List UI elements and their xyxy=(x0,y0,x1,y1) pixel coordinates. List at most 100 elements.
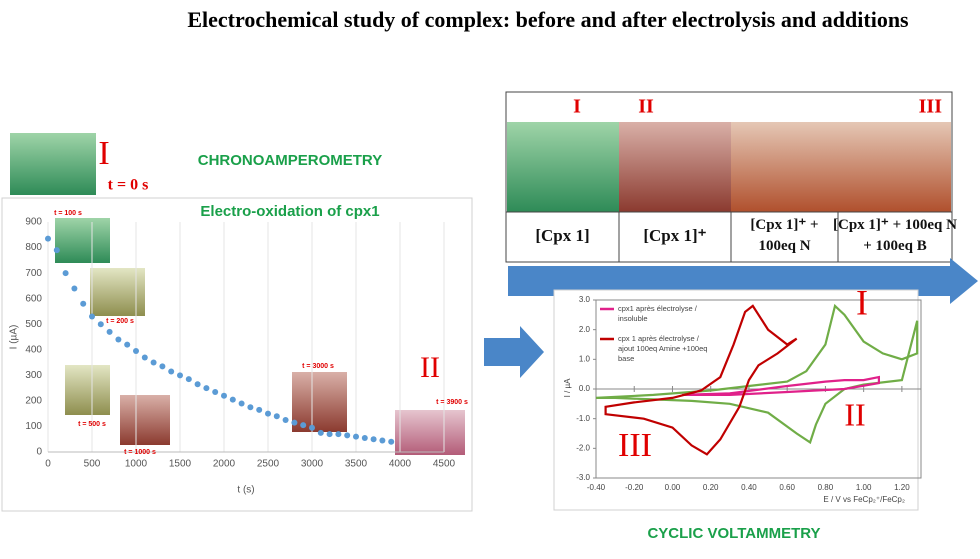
photo xyxy=(619,122,731,212)
legend-label: cpx 1 après électrolyse / ajout 100eq Ami… xyxy=(618,334,707,363)
point xyxy=(379,437,386,444)
point xyxy=(45,235,51,242)
x-tick-label: 500 xyxy=(84,459,101,470)
photo xyxy=(395,410,465,455)
roman-numeral: I xyxy=(856,282,868,322)
photo-label: t = 100 s xyxy=(54,210,82,217)
y-tick-label: 1.0 xyxy=(579,354,591,363)
point xyxy=(291,419,298,426)
photo xyxy=(120,395,170,445)
point xyxy=(177,372,183,379)
point xyxy=(282,417,289,424)
chart-heading: CHRONOAMPEROMETRY xyxy=(198,152,382,169)
figure-title: Electrochemical study of complex: before… xyxy=(187,7,909,32)
roman-numeral: I xyxy=(98,135,109,172)
point xyxy=(388,438,395,445)
y-tick-label: 100 xyxy=(25,421,42,432)
y-tick-label: -2.0 xyxy=(576,443,590,452)
column-label: [Cpx 1]⁺ +100eq N xyxy=(750,217,818,254)
point xyxy=(124,341,131,348)
point xyxy=(97,321,104,328)
point xyxy=(203,385,210,392)
x-tick-label: 1.20 xyxy=(894,483,910,492)
y-tick-label: 200 xyxy=(25,396,42,407)
series-line xyxy=(604,304,798,456)
point xyxy=(221,392,227,399)
point xyxy=(71,285,78,292)
y-tick-label: 0 xyxy=(36,447,42,458)
y-tick-label: 400 xyxy=(25,344,42,355)
point xyxy=(168,368,175,375)
photo-label: t = 3000 s xyxy=(302,363,334,370)
point xyxy=(212,388,219,395)
chart-frame xyxy=(553,289,919,511)
point xyxy=(256,406,263,413)
x-tick-label: 3500 xyxy=(345,459,368,470)
y-tick-label: -3.0 xyxy=(576,473,590,482)
legend-label: cpx1 après électrolyse / insoluble xyxy=(618,304,698,323)
column-label: [Cpx 1]⁺ xyxy=(643,226,706,245)
point xyxy=(353,433,359,440)
x-tick-label: 4500 xyxy=(433,459,456,470)
x-tick-label: 0.80 xyxy=(818,483,834,492)
roman-numeral: I xyxy=(573,96,581,118)
point xyxy=(89,313,95,320)
point xyxy=(194,381,201,388)
point xyxy=(265,410,271,417)
photo xyxy=(731,122,838,212)
chart-title: Electro-oxidation of cpx1 xyxy=(200,203,379,220)
chart-heading: CYCLIC VOLTAMMETRY xyxy=(647,525,820,542)
column-label: [Cpx 1]⁺ + 100eq N + 100eq B xyxy=(833,217,957,254)
y-tick-label: 3.0 xyxy=(579,295,591,304)
x-tick-label: 0.60 xyxy=(779,483,795,492)
series-line xyxy=(681,375,880,396)
x-tick-label: 4000 xyxy=(389,459,412,470)
roman-numeral: II xyxy=(844,396,865,432)
x-tick-label: 0.40 xyxy=(741,483,757,492)
photo xyxy=(292,372,347,432)
point xyxy=(115,336,122,343)
point xyxy=(247,404,254,411)
point xyxy=(229,396,236,403)
y-tick-label: 800 xyxy=(25,242,42,253)
point xyxy=(159,363,166,370)
series-line xyxy=(595,303,919,445)
y-tick-label: 2.0 xyxy=(579,325,591,334)
y-axis-label: I (µA) xyxy=(9,325,20,350)
x-tick-label: 2000 xyxy=(213,459,236,470)
photo xyxy=(838,122,951,212)
point xyxy=(300,422,307,429)
point xyxy=(335,431,342,438)
x-tick-label: 0.00 xyxy=(665,483,681,492)
photo-label: t = 500 s xyxy=(78,421,106,428)
point xyxy=(238,400,245,407)
point xyxy=(370,436,377,443)
point xyxy=(344,432,351,439)
point xyxy=(141,354,148,361)
roman-numeral: III xyxy=(618,427,652,464)
point xyxy=(53,247,60,254)
photo-label: t = 1000 s xyxy=(124,449,156,456)
y-tick-label: 500 xyxy=(25,319,42,330)
y-tick-label: -1.0 xyxy=(576,414,590,423)
photo xyxy=(10,133,96,195)
roman-numeral: III xyxy=(919,96,943,118)
x-tick-label: 1500 xyxy=(169,459,192,470)
point xyxy=(309,424,315,431)
x-tick-label: 1.00 xyxy=(856,483,872,492)
x-tick-label: 1000 xyxy=(125,459,148,470)
point xyxy=(361,434,368,441)
y-axis-label: I / µA xyxy=(563,378,572,398)
y-tick-label: 600 xyxy=(25,293,42,304)
point xyxy=(150,359,157,366)
x-tick-label: -0.20 xyxy=(625,483,644,492)
y-tick-label: 0.0 xyxy=(579,384,591,393)
photo xyxy=(55,218,110,263)
x-axis-label: t (s) xyxy=(237,485,254,496)
y-tick-label: 300 xyxy=(25,370,42,381)
x-tick-label: 3000 xyxy=(301,459,324,470)
photo-label: t = 3900 s xyxy=(436,399,468,406)
x-axis-label: E / V vs FeCp₂⁺/FeCp₂ xyxy=(823,495,905,504)
photo xyxy=(507,122,619,212)
x-tick-label: 0.20 xyxy=(703,483,719,492)
